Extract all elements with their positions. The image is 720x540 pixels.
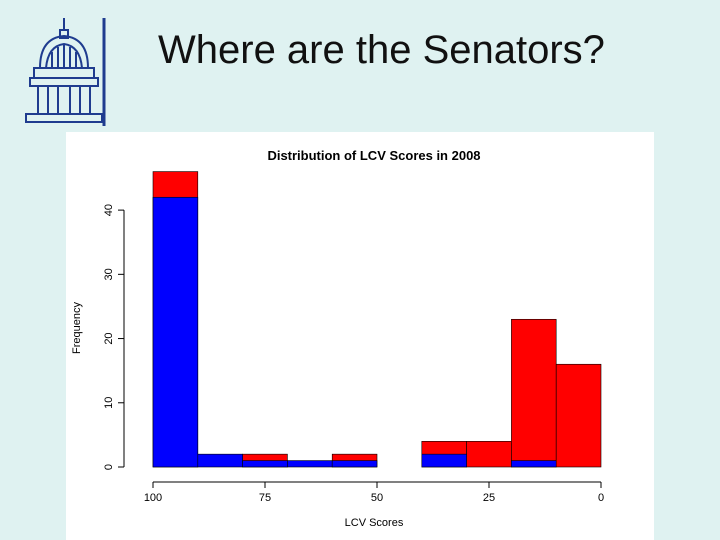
- capitol-logo: [25, 18, 106, 126]
- histogram-chart: Distribution of LCV Scores in 2008 100 75…: [71, 148, 604, 529]
- x-tick-label: 75: [259, 492, 271, 504]
- histogram-bar: [511, 460, 557, 468]
- bars-group: [152, 171, 602, 468]
- histogram-bar: [421, 453, 467, 468]
- y-tick-label: 40: [103, 204, 115, 216]
- histogram-bar: [555, 363, 602, 468]
- x-tick-label: 25: [483, 492, 495, 504]
- histogram-bar: [242, 460, 288, 468]
- y-tick-label: 10: [103, 397, 115, 409]
- histogram-bar: [152, 196, 199, 468]
- histogram-bar: [287, 460, 333, 468]
- y-tick-label: 0: [103, 464, 115, 470]
- x-tick-label: 0: [598, 492, 604, 504]
- y-axis-label: Frequency: [71, 302, 83, 354]
- histogram-bar: [466, 441, 512, 468]
- histogram-bar: [197, 453, 243, 468]
- slide-title: Where are the Senators?: [158, 28, 605, 72]
- x-axis-label: LCV Scores: [345, 517, 404, 529]
- x-tick-label: 50: [371, 492, 383, 504]
- histogram-bar: [511, 318, 557, 468]
- chart-title: Distribution of LCV Scores in 2008: [267, 148, 480, 163]
- histogram-bar: [331, 460, 378, 468]
- x-tick-label: 100: [144, 492, 162, 504]
- x-axis: 100 75 50 25 0: [144, 481, 604, 504]
- chart-panel: Distribution of LCV Scores in 2008 100 75…: [66, 132, 654, 540]
- y-axis: 0 10 20 30 40: [103, 204, 125, 470]
- y-tick-label: 20: [103, 332, 115, 344]
- y-tick-label: 30: [103, 268, 115, 280]
